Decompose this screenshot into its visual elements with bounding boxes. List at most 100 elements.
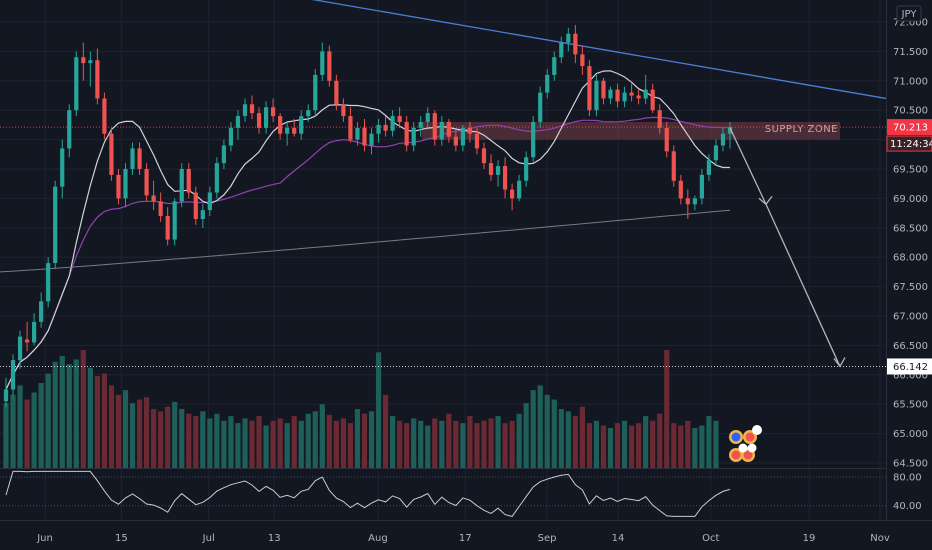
time-tick-label: 15: [115, 533, 128, 544]
candle: [474, 127, 480, 155]
volume-bar: [537, 385, 543, 468]
volume-bar: [621, 420, 628, 468]
candle: [123, 163, 128, 208]
candle: [313, 69, 318, 117]
candle: [74, 51, 79, 117]
candle: [580, 45, 585, 75]
volume-bar: [516, 413, 522, 468]
candle: [488, 154, 494, 181]
target-price-value: 66.142: [893, 362, 928, 373]
event-markers[interactable]: [729, 425, 762, 462]
candle: [221, 139, 227, 169]
volume-bar: [502, 423, 508, 468]
candle: [130, 142, 135, 175]
candle: [727, 121, 733, 149]
volume-bar: [467, 416, 473, 468]
candle: [439, 116, 444, 146]
volume-bar: [530, 390, 536, 468]
currency-button[interactable]: [896, 5, 922, 22]
time-axis-bg[interactable]: [0, 521, 886, 550]
volume-bar: [664, 350, 670, 468]
price-tick-label: 69.000: [893, 194, 928, 205]
volume-bar: [31, 392, 37, 468]
candle: [137, 142, 142, 175]
projection-arrow: [729, 127, 846, 368]
time-axis[interactable]: Jun 15 Jul 13 Aug 17 Sep 14 Oct 19 Nov: [0, 521, 890, 550]
volume-bar: [298, 420, 304, 468]
candle: [713, 139, 719, 167]
candle: [256, 107, 262, 134]
volume-bar: [572, 416, 578, 468]
volume-bar: [706, 416, 712, 468]
price-tick-label: 64.500: [893, 459, 928, 470]
price-axis[interactable]: 72.00071.50071.00070.50070.00069.50069.0…: [886, 0, 932, 520]
candle: [706, 154, 712, 181]
volume-bar: [488, 418, 494, 468]
volume-bar: [80, 350, 86, 468]
volume-bar: [59, 355, 65, 468]
volume-bar: [179, 409, 185, 468]
price-axis-bg[interactable]: [886, 0, 932, 520]
candle: [446, 119, 451, 143]
price-tick-label: 71.000: [893, 76, 928, 87]
time-tick-label: 17: [459, 533, 472, 544]
candle: [685, 189, 690, 219]
candle: [538, 86, 543, 128]
candle: [481, 142, 487, 169]
countdown-badge: [886, 135, 932, 152]
osc-tick-label: 80.00: [893, 473, 922, 484]
candle: [355, 121, 360, 146]
volume-bar: [221, 420, 227, 468]
arrow-head: [833, 357, 846, 368]
price-badges: 70.213 11:24:34 66.142: [886, 119, 932, 375]
volume-bar: [45, 373, 51, 468]
last-price-value: 70.213: [893, 123, 928, 134]
volume-bar: [628, 425, 635, 468]
candle: [242, 98, 248, 122]
candle: [411, 121, 416, 152]
volume-bar: [699, 425, 705, 468]
volume-bar: [361, 413, 368, 468]
candle: [502, 157, 508, 199]
volume-bar: [242, 418, 248, 468]
volume-bar: [214, 413, 220, 468]
candle: [320, 42, 325, 81]
candle: [524, 151, 529, 187]
volume-bar: [151, 409, 157, 468]
candle: [3, 377, 9, 408]
candle: [517, 174, 522, 202]
volume-bar: [319, 404, 325, 468]
volume-bar: [446, 413, 452, 468]
price-tick-label: 71.500: [893, 47, 928, 58]
price-tick-label: 68.500: [893, 223, 928, 234]
volume-bar: [284, 423, 290, 468]
volume-bar: [411, 418, 417, 468]
candle: [193, 186, 198, 225]
target-price-badge: [887, 358, 932, 375]
candle: [453, 130, 458, 152]
candle: [362, 119, 367, 152]
time-tick-label: Nov: [870, 533, 890, 544]
candle: [334, 74, 339, 111]
price-tick-label: 72.000: [893, 18, 928, 29]
candle: [699, 169, 704, 205]
volume-bar: [390, 416, 396, 468]
trendline[interactable]: [0, 0, 887, 100]
candle: [664, 121, 669, 158]
candle: [678, 174, 683, 205]
candle: [53, 180, 58, 269]
oscillator-pane: [0, 468, 932, 521]
volume-bar: [375, 352, 382, 468]
volume-bar: [713, 420, 719, 468]
candle: [179, 163, 184, 208]
candle: [235, 110, 241, 140]
candle: [720, 127, 726, 152]
candle: [509, 183, 515, 211]
volume-bar: [10, 394, 16, 468]
news-icon-inner: [731, 450, 741, 460]
time-tick-label: Oct: [702, 533, 719, 544]
candle: [278, 113, 283, 140]
candle: [692, 195, 697, 211]
volume-bar: [614, 423, 621, 468]
